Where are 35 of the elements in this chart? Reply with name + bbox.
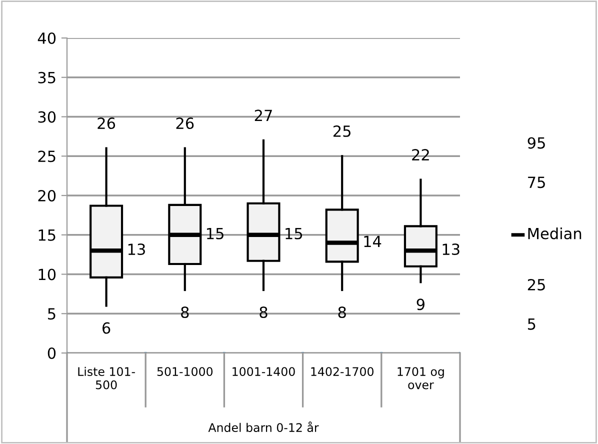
annotation: 13 (442, 244, 460, 256)
x-tick-label: 1402-1700 (311, 367, 374, 376)
annotation: 22 (412, 149, 429, 160)
annotation: 27 (254, 110, 272, 121)
x-tick-label: Liste 101- 500 (78, 366, 135, 390)
annotation: 15 (207, 228, 224, 240)
y-tick-label: 5 (48, 308, 56, 320)
y-tick-label: 35 (38, 72, 56, 84)
annotation: 13 (128, 244, 145, 256)
annotation: 14 (364, 236, 382, 247)
y-tick-label: 20 (38, 190, 56, 202)
annotation: 8 (338, 306, 346, 318)
annotation: 8 (260, 306, 268, 318)
text: Median (528, 227, 582, 240)
annotation: 26 (176, 118, 194, 130)
annotation: 8 (181, 306, 189, 318)
annotation: 15 (286, 228, 302, 240)
y-tick-label: 0 (48, 347, 56, 360)
text: 5 (528, 318, 536, 330)
annotation: 6 (102, 322, 110, 334)
y-tick-label: 10 (38, 268, 56, 280)
y-tick-label: 25 (38, 150, 56, 162)
annotation: 9 (416, 298, 424, 310)
y-tick-label: 30 (38, 111, 56, 123)
annotation: 26 (98, 118, 116, 130)
y-tick-label: 15 (38, 230, 56, 241)
x-tick-label: 1701 og over (398, 367, 444, 390)
text: 95 (528, 137, 545, 149)
x-tick-label: 1001-1400 (232, 367, 295, 376)
text: 25 (528, 278, 545, 290)
x-tick-label: 501-1000 (157, 367, 213, 376)
x-axis-title: Andel barn 0-12 år (208, 421, 319, 432)
y-tick-label: 40 (38, 32, 56, 44)
text: 75 (528, 176, 545, 188)
annotation: 25 (334, 125, 350, 137)
